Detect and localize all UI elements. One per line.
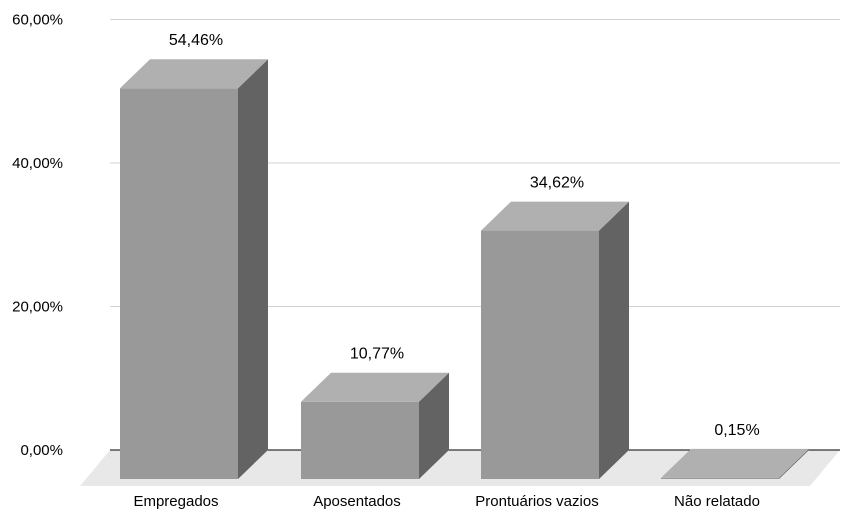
data-label-prontuarios-vazios: 34,62% bbox=[530, 175, 584, 192]
category-label-prontuarios-vazios: Prontuários vazios bbox=[475, 493, 598, 510]
bar-empregados bbox=[120, 59, 268, 479]
y-tick-label: 20,00% bbox=[12, 299, 63, 316]
bar-top-face bbox=[120, 59, 268, 89]
data-label-aposentados: 10,77% bbox=[350, 346, 404, 363]
category-label-nao-relatado: Não relatado bbox=[674, 493, 760, 510]
bar-side-face bbox=[419, 372, 449, 479]
bar-front-face bbox=[481, 230, 599, 479]
bar-prontuarios-vazios bbox=[481, 201, 629, 479]
bar-top-face bbox=[661, 448, 809, 478]
y-tick-label: 40,00% bbox=[12, 155, 63, 172]
data-label-empregados: 54,46% bbox=[169, 32, 223, 49]
y-tick-label: 0,00% bbox=[20, 442, 63, 459]
x-axis-category-labels: Empregados Aposentados Prontuários vazios N… bbox=[133, 493, 759, 510]
category-label-aposentados: Aposentados bbox=[313, 493, 401, 510]
bar-front-face bbox=[120, 88, 238, 479]
bar-nao-relatado bbox=[661, 448, 809, 479]
chart-floor bbox=[80, 450, 840, 486]
y-tick-label: 60,00% bbox=[12, 12, 63, 29]
bar-top-face bbox=[301, 372, 449, 402]
bar-front-face bbox=[661, 477, 779, 479]
data-labels: 54,46% 10,77% 34,62% 0,15% bbox=[169, 32, 760, 439]
bar-side-face bbox=[779, 448, 809, 479]
bar-side-face bbox=[238, 59, 268, 479]
bars bbox=[120, 59, 809, 479]
bar-aposentados bbox=[301, 372, 449, 479]
category-label-empregados: Empregados bbox=[133, 493, 218, 510]
bar-top-face bbox=[481, 201, 629, 231]
y-axis-tick-labels: 0,00% 20,00% 40,00% 60,00% bbox=[12, 12, 63, 460]
bar-front-face bbox=[301, 401, 419, 479]
data-label-nao-relatado: 0,15% bbox=[714, 422, 759, 439]
bar-side-face bbox=[599, 201, 629, 479]
